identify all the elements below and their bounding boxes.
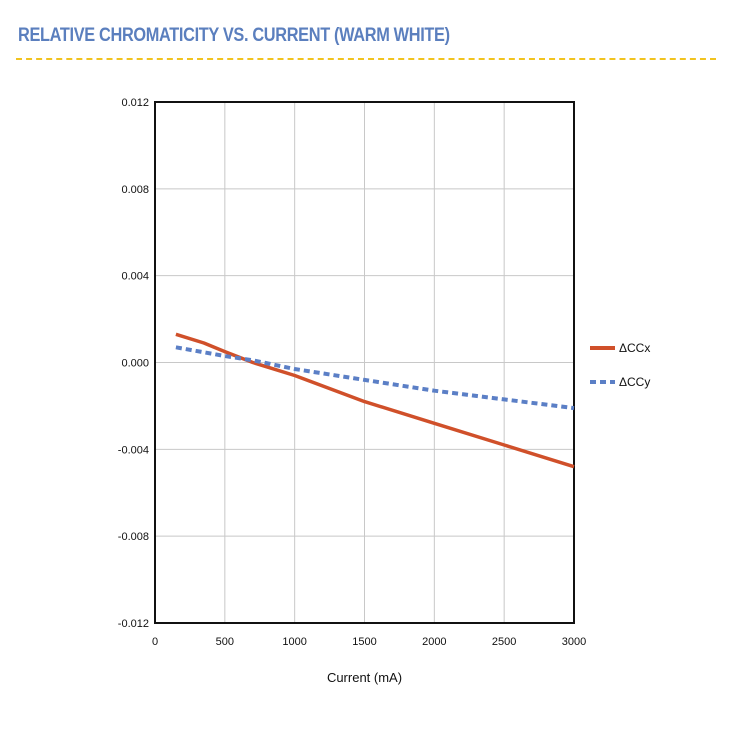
- chart-heading: RELATIVE CHROMATICITY VS. CURRENT (WARM …: [18, 25, 450, 46]
- grid: [155, 102, 574, 623]
- y-tick-label: -0.008: [118, 531, 149, 543]
- series-lines: [175, 332, 575, 469]
- x-tick-label: 3000: [562, 636, 586, 648]
- x-axis-title: Current (mA): [327, 670, 402, 685]
- x-tick-label: 1000: [282, 636, 306, 648]
- y-tick-label: 0.000: [121, 358, 149, 370]
- legend: ΔCCx ΔCCy: [590, 341, 650, 389]
- x-tick-label: 0: [152, 636, 158, 648]
- series-line-dccx: [175, 332, 575, 469]
- x-tick-label: 2000: [422, 636, 446, 648]
- x-tick-label: 500: [216, 636, 234, 648]
- legend-label-dccy: ΔCCy: [619, 375, 650, 389]
- legend-label-dccx: ΔCCx: [619, 341, 650, 355]
- heading-divider: [16, 58, 716, 60]
- y-tick-label: 0.004: [121, 271, 149, 283]
- x-tick-label: 1500: [352, 636, 376, 648]
- x-tick-label: 2500: [492, 636, 516, 648]
- y-tick-label: 0.012: [121, 97, 149, 109]
- y-tick-label: -0.012: [118, 618, 149, 630]
- plot-frame: [154, 101, 575, 624]
- y-tick-label: -0.004: [118, 444, 149, 456]
- series-line-dccy: [175, 345, 575, 411]
- y-tick-label: 0.008: [121, 184, 149, 196]
- tick-labels: 0 500 1000 1500 2000 2500 3000 0.012 0.008 0.004 0…: [118, 97, 586, 648]
